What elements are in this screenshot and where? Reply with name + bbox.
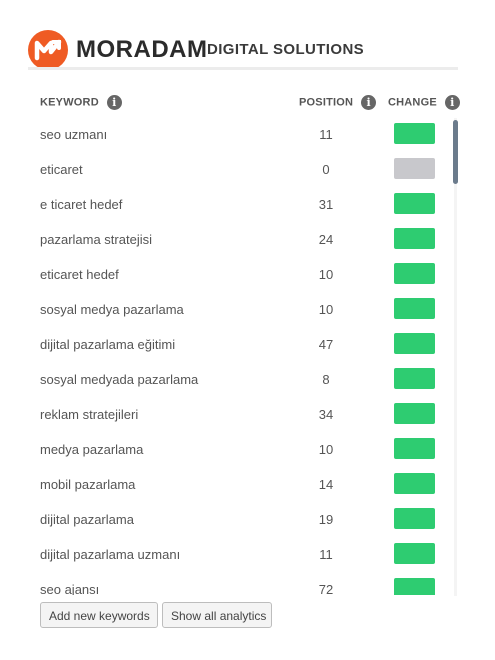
- add-new-keywords-button[interactable]: Add new keywords: [40, 602, 158, 628]
- scrollbar-track[interactable]: [454, 118, 457, 596]
- position-value: 14: [318, 477, 334, 492]
- change-column-header: CHANGE i: [388, 95, 460, 110]
- position-value: 10: [318, 267, 334, 282]
- keyword-column-label: KEYWORD: [40, 96, 99, 109]
- info-icon[interactable]: i: [361, 95, 377, 110]
- keyword-text: dijital pazarlama: [40, 512, 134, 527]
- position-column-label: POSITION: [299, 96, 354, 109]
- keyword-row[interactable]: e ticaret hedef 31: [40, 187, 445, 222]
- position-column-header: POSITION i: [299, 95, 377, 110]
- position-value: 11: [319, 127, 333, 142]
- keyword-list[interactable]: seo uzmanı 11 eticaret 0 e ticaret hedef 31 pa…: [40, 117, 445, 595]
- keyword-text: pazarlama stratejisi: [40, 232, 152, 247]
- keyword-row[interactable]: dijital pazarlama eğitimi 47: [40, 327, 445, 362]
- keyword-text: eticaret: [40, 162, 83, 177]
- change-indicator: [394, 473, 435, 494]
- keyword-row[interactable]: eticaret 0: [40, 152, 445, 187]
- change-indicator: [394, 193, 435, 214]
- keyword-row[interactable]: pazarlama stratejisi 24: [40, 222, 445, 257]
- position-value: 47: [318, 337, 334, 352]
- change-indicator: [394, 578, 435, 595]
- keyword-text: dijital pazarlama uzmanı: [40, 547, 181, 562]
- change-indicator: [394, 298, 435, 319]
- change-indicator: [394, 123, 435, 144]
- keyword-row[interactable]: mobil pazarlama 14: [40, 467, 445, 502]
- position-value: 31: [318, 197, 334, 212]
- brand-header: MORADAM DIGITAL SOLUTIONS: [28, 30, 458, 70]
- brand-name: MORADAM: [76, 36, 208, 63]
- position-value: 10: [318, 302, 334, 317]
- keyword-row[interactable]: dijital pazarlama 19: [40, 502, 445, 537]
- keyword-row[interactable]: dijital pazarlama uzmanı 11: [40, 537, 445, 572]
- change-indicator: [394, 508, 435, 529]
- keyword-row[interactable]: seo uzmanı 11: [40, 117, 445, 152]
- keyword-text: eticaret hedef: [40, 267, 119, 282]
- keyword-text: seo uzmanı: [40, 127, 108, 142]
- change-column-label: CHANGE: [388, 96, 437, 109]
- position-value: 34: [318, 407, 334, 422]
- keyword-text: sosyal medyada pazarlama: [40, 372, 199, 387]
- change-indicator: [394, 228, 435, 249]
- change-indicator: [394, 368, 435, 389]
- change-indicator: [394, 403, 435, 424]
- keyword-text: dijital pazarlama eğitimi: [40, 337, 176, 352]
- position-value: 8: [322, 372, 330, 387]
- change-indicator: [394, 158, 435, 179]
- position-value: 0: [322, 162, 330, 177]
- keyword-column-header: KEYWORD i: [40, 95, 122, 110]
- keyword-row[interactable]: eticaret hedef 10: [40, 257, 445, 292]
- brand-subtitle: DIGITAL SOLUTIONS: [207, 41, 365, 58]
- position-value: 11: [319, 547, 333, 562]
- change-indicator: [394, 438, 435, 459]
- position-value: 24: [318, 232, 334, 247]
- position-value: 10: [318, 442, 334, 457]
- header-divider: [28, 67, 458, 70]
- keyword-row[interactable]: medya pazarlama 10: [40, 432, 445, 467]
- position-value: 19: [318, 512, 334, 527]
- moradam-logo-icon: [28, 30, 68, 70]
- show-all-analytics-button[interactable]: Show all analytics: [162, 602, 272, 628]
- keyword-row[interactable]: reklam stratejileri 34: [40, 397, 445, 432]
- info-icon[interactable]: i: [106, 95, 122, 110]
- keyword-row[interactable]: sosyal medya pazarlama 10: [40, 292, 445, 327]
- position-value: 72: [318, 582, 334, 595]
- keyword-text: reklam stratejileri: [40, 407, 139, 422]
- keyword-row[interactable]: sosyal medyada pazarlama 8: [40, 362, 445, 397]
- keyword-text: mobil pazarlama: [40, 477, 136, 492]
- change-indicator: [394, 333, 435, 354]
- keyword-text: seo ajansı: [40, 582, 100, 595]
- change-indicator: [394, 543, 435, 564]
- scrollbar-thumb[interactable]: [453, 120, 458, 184]
- keyword-text: e ticaret hedef: [40, 197, 123, 212]
- keyword-text: sosyal medya pazarlama: [40, 302, 184, 317]
- keyword-row[interactable]: seo ajansı 72: [40, 572, 445, 595]
- keyword-text: medya pazarlama: [40, 442, 144, 457]
- change-indicator: [394, 263, 435, 284]
- info-icon[interactable]: i: [444, 95, 460, 110]
